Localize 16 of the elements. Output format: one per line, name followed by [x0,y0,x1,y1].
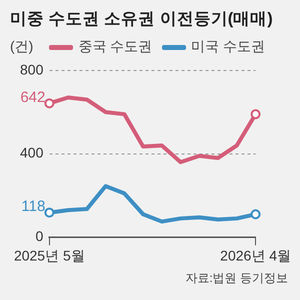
x-tick-label: 2025년 5월 [14,247,85,264]
point [250,109,261,120]
legend-label: 중국 수도권 [78,38,152,56]
y-tick-label: 400 [20,144,44,161]
x-tick-label: 2026년 4월 [220,247,292,264]
chart-title: 미중 수도권 소유권 이전등기(매매) [10,9,274,30]
point [250,209,261,220]
data-label: 118 [21,198,46,216]
text: 자료:법원 등기정보 [184,270,289,287]
data-label: 642 [20,88,46,106]
y-tick-label: 0 [36,228,44,244]
y-tick-label: 800 [20,61,44,78]
point [44,98,54,108]
y-axis-title: (건) [10,38,34,56]
point [44,208,54,218]
legend-label: 미국 수도권 [191,38,266,56]
